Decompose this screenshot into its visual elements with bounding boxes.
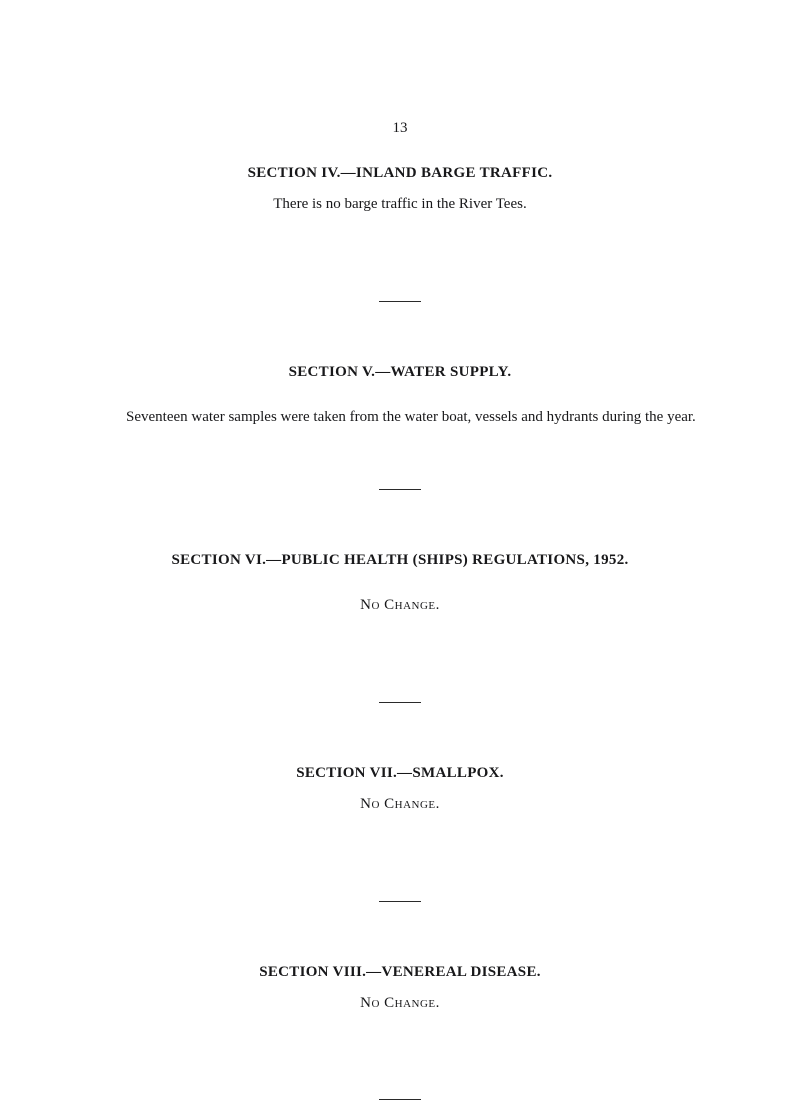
section-heading: SECTION VI.—PUBLIC HEALTH (SHIPS) REGULA… [90, 552, 710, 569]
section-heading: SECTION V.—WATER SUPPLY. [90, 364, 710, 381]
document-page: 13 SECTION IV.—INLAND BARGE TRAFFIC. The… [0, 0, 800, 1081]
spacer [90, 1013, 710, 1099]
section-body: There is no barge traffic in the River T… [90, 194, 710, 215]
spacer [90, 215, 710, 301]
section-heading: SECTION VII.—SMALLPOX. [90, 765, 710, 782]
no-change-text: No Change. [360, 597, 440, 613]
section-heading: SECTION IV.—INLAND BARGE TRAFFIC. [90, 165, 710, 182]
spacer [90, 182, 710, 194]
spacer [90, 782, 710, 794]
page-number: 13 [90, 120, 710, 137]
spacer [90, 302, 710, 364]
spacer [90, 981, 710, 993]
spacer [90, 902, 710, 964]
section-body: Seventeen water samples were taken from … [90, 407, 710, 428]
spacer [90, 616, 710, 702]
section-body: No Change. [90, 595, 710, 616]
spacer [90, 427, 710, 489]
spacer [90, 381, 710, 407]
no-change-text: No Change. [360, 995, 440, 1011]
spacer [90, 815, 710, 901]
section-heading: SECTION VIII.—VENEREAL DISEASE. [90, 964, 710, 981]
spacer [90, 569, 710, 595]
section-body: No Change. [90, 993, 710, 1014]
spacer [90, 703, 710, 765]
section-body: No Change. [90, 794, 710, 815]
spacer [90, 490, 710, 552]
no-change-text: No Change. [360, 796, 440, 812]
